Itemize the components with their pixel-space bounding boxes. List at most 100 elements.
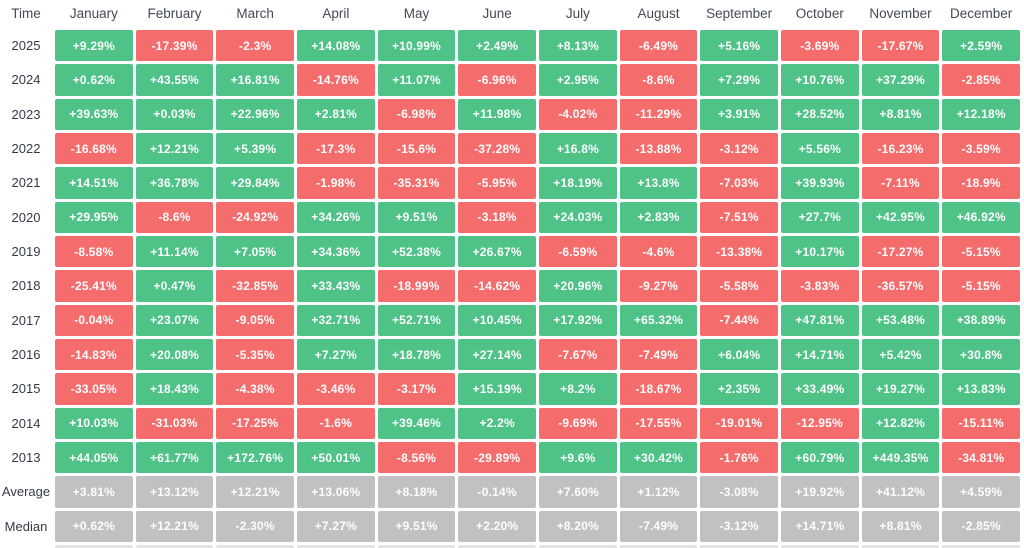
cell-2025-february: -17.39% [135, 30, 214, 62]
cell-average-july: +7.60% [538, 476, 617, 508]
row-label-2013: 2013 [11, 450, 41, 466]
cell-2022-march: +5.39% [216, 133, 294, 165]
row-label-2019: 2019 [11, 244, 41, 260]
cell-2020-october: +27.7% [780, 201, 859, 233]
cell-2023-april: +2.81% [296, 98, 375, 130]
column-header-january: January [69, 6, 118, 21]
cell-2023-september: +3.91% [700, 98, 778, 130]
cell-2017-february: +23.07% [135, 304, 214, 336]
cutoff-row-cell-december [942, 545, 1020, 548]
cell-2025-october: -3.69% [780, 30, 859, 62]
column-header-may: May [403, 6, 430, 21]
cell-2013-february: +61.77% [135, 442, 214, 474]
cell-2022-february: +12.21% [135, 133, 214, 165]
cell-2021-may: -35.31% [377, 167, 456, 199]
cell-2014-october: -12.95% [780, 407, 859, 439]
cell-2022-may: -15.6% [377, 133, 456, 165]
cell-2015-june: +15.19% [458, 373, 536, 405]
cell-2024-november: +37.29% [861, 64, 940, 96]
cutoff-row-cell-april [296, 545, 375, 548]
cell-2021-april: -1.98% [296, 167, 375, 199]
cell-2015-september: +2.35% [700, 373, 778, 405]
cell-2025-march: -2.3% [216, 30, 294, 62]
cell-2022-august: -13.88% [619, 133, 698, 165]
cell-2024-august: -8.6% [619, 64, 698, 96]
cell-2014-september: -19.01% [700, 407, 778, 439]
cell-2018-october: -3.83% [780, 270, 859, 302]
cell-2025-december: +2.59% [942, 30, 1020, 62]
cell-2016-june: +27.14% [458, 339, 536, 371]
cell-median-october: +14.71% [780, 510, 859, 542]
cell-2020-january: +29.95% [55, 201, 133, 233]
cell-2013-july: +9.6% [538, 442, 617, 474]
cell-2016-july: -7.67% [538, 339, 617, 371]
cell-2015-march: -4.38% [216, 373, 294, 405]
cell-2021-march: +29.84% [216, 167, 294, 199]
cell-2024-march: +16.81% [216, 64, 294, 96]
cell-2015-january: -33.05% [55, 373, 133, 405]
cell-2015-august: -18.67% [619, 373, 698, 405]
cell-2019-february: +11.14% [135, 236, 214, 268]
cell-2020-april: +34.26% [296, 201, 375, 233]
cell-2021-february: +36.78% [135, 167, 214, 199]
row-label-2014: 2014 [11, 415, 41, 431]
cell-median-september: -3.12% [700, 510, 778, 542]
row-label-2017: 2017 [11, 312, 41, 328]
cell-2018-december: -5.15% [942, 270, 1020, 302]
cell-2021-july: +18.19% [538, 167, 617, 199]
cell-2021-december: -18.9% [942, 167, 1020, 199]
cell-2019-may: +52.38% [377, 236, 456, 268]
cell-2015-february: +18.43% [135, 373, 214, 405]
cell-2016-february: +20.08% [135, 339, 214, 371]
cell-average-december: +4.59% [942, 476, 1020, 508]
cell-2021-january: +14.51% [55, 167, 133, 199]
cell-2025-november: -17.67% [861, 30, 940, 62]
cell-2025-june: +2.49% [458, 30, 536, 62]
cell-2016-january: -14.83% [55, 339, 133, 371]
cell-2020-july: +24.03% [538, 201, 617, 233]
cell-average-august: +1.12% [619, 476, 698, 508]
cell-2023-may: -6.98% [377, 98, 456, 130]
cell-2023-february: +0.03% [135, 98, 214, 130]
cell-2016-november: +5.42% [861, 339, 940, 371]
cell-2015-november: +19.27% [861, 373, 940, 405]
cell-2022-january: -16.68% [55, 133, 133, 165]
cell-2019-november: -17.27% [861, 236, 940, 268]
cell-average-june: -0.14% [458, 476, 536, 508]
column-header-july: July [565, 6, 590, 21]
cell-2020-december: +46.92% [942, 201, 1020, 233]
cell-2022-september: -3.12% [700, 133, 778, 165]
cell-2022-july: +16.8% [538, 133, 617, 165]
cutoff-row-cell-november [861, 545, 940, 548]
cell-2015-october: +33.49% [780, 373, 859, 405]
cell-2018-june: -14.62% [458, 270, 536, 302]
cell-2014-april: -1.6% [296, 407, 375, 439]
cell-median-may: +9.51% [377, 510, 456, 542]
row-label-2023: 2023 [11, 106, 41, 122]
column-header-february: February [147, 6, 202, 21]
cell-average-april: +13.06% [296, 476, 375, 508]
cell-2018-february: +0.47% [135, 270, 214, 302]
cell-median-december: -2.85% [942, 510, 1020, 542]
cell-2023-december: +12.18% [942, 98, 1020, 130]
cell-2018-april: +33.43% [296, 270, 375, 302]
row-label-2018: 2018 [11, 278, 41, 294]
column-header-september: September [706, 6, 773, 21]
cell-average-november: +41.12% [861, 476, 940, 508]
cell-2024-january: +0.62% [55, 64, 133, 96]
cutoff-row-cell-june [458, 545, 536, 548]
cell-2016-april: +7.27% [296, 339, 375, 371]
column-header-march: March [236, 6, 274, 21]
cell-2017-september: -7.44% [700, 304, 778, 336]
cell-2019-march: +7.05% [216, 236, 294, 268]
cell-2021-june: -5.95% [458, 167, 536, 199]
cell-2024-february: +43.55% [135, 64, 214, 96]
cell-2023-january: +39.63% [55, 98, 133, 130]
cell-2013-june: -29.89% [458, 442, 536, 474]
cell-2015-april: -3.46% [296, 373, 375, 405]
cell-average-january: +3.81% [55, 476, 133, 508]
cutoff-row-cell-august [619, 545, 698, 548]
cell-2019-january: -8.58% [55, 236, 133, 268]
column-header-june: June [482, 6, 512, 21]
cell-average-february: +13.12% [135, 476, 214, 508]
